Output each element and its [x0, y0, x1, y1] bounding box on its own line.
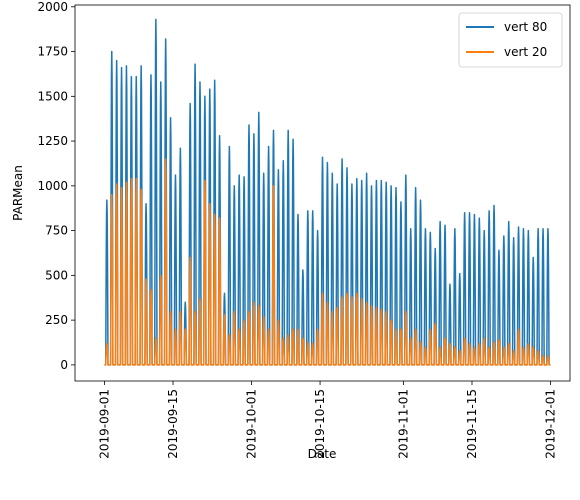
- y-axis: 0 250 500 750 1000 1250 1500 1750 2000: [37, 0, 75, 372]
- x-axis: 2019-09-01 2019-09-15 2019-10-01 2019-10-15…: [97, 381, 557, 459]
- y-tick-label: 750: [45, 224, 68, 238]
- x-tick-label: 2019-12-01: [543, 389, 557, 459]
- y-tick-label: 1250: [37, 134, 68, 148]
- series-layer: [104, 18, 551, 366]
- y-tick-label: 1750: [37, 45, 68, 59]
- x-tick-label: 2019-11-01: [396, 389, 410, 459]
- x-tick-label: 2019-10-15: [313, 389, 327, 459]
- series-line-vert-80: [104, 18, 551, 366]
- legend-label-vert-20: vert 20: [504, 45, 547, 59]
- plot-frame: [74, 4, 571, 382]
- legend: vert 80 vert 20: [458, 12, 563, 68]
- series-line-vert-20: [104, 158, 551, 366]
- y-tick-label: 250: [45, 313, 68, 327]
- y-tick-label: 2000: [37, 0, 68, 14]
- x-tick-label: 2019-09-15: [166, 389, 180, 459]
- y-tick-label: 500: [45, 268, 68, 282]
- x-tick-label: 2019-11-15: [465, 389, 479, 459]
- y-tick-label: 1500: [37, 89, 68, 103]
- x-tick-label: 2019-10-01: [244, 389, 258, 459]
- x-tick-label: 2019-09-01: [97, 389, 111, 459]
- y-axis-title: PARMean: [11, 165, 25, 221]
- x-axis-title: Date: [308, 447, 337, 461]
- y-tick-label: 1000: [37, 179, 68, 193]
- legend-label-vert-80: vert 80: [504, 20, 547, 34]
- y-tick-label: 0: [60, 358, 68, 372]
